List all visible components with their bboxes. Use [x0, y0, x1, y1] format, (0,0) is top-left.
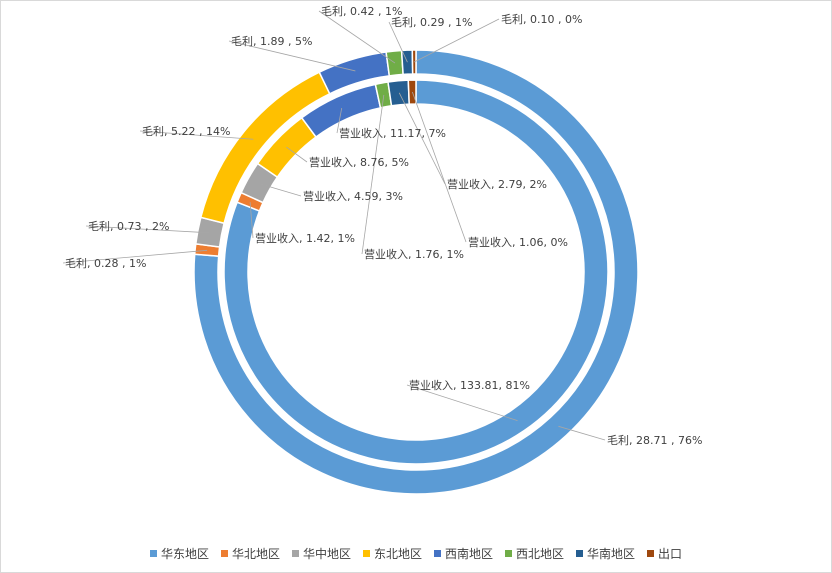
leader-line-outer-6	[388, 21, 408, 63]
data-label-inner-2: 营业收入, 4.59, 3%	[303, 189, 403, 203]
leader-line-outer-1	[62, 249, 208, 264]
leader-line-outer-4	[228, 40, 356, 72]
leader-line-inner-2	[259, 183, 302, 197]
data-labels: 营业收入, 133.81, 81% 营业收入, 1.42, 1% 营业收入, 4.5…	[65, 5, 702, 447]
legend-label: 出口	[658, 547, 683, 561]
leader-line-outer-7	[414, 18, 500, 63]
leader-line-outer-5	[318, 10, 396, 64]
leader-line-inner-1	[249, 202, 254, 239]
legend-label: 西北地区	[516, 547, 565, 561]
legend-item-6: 华南地区	[576, 545, 635, 562]
legend-label: 西南地区	[445, 547, 494, 561]
leader-line-outer-3	[139, 130, 254, 140]
donut-chart: 营业收入, 133.81, 81% 营业收入, 1.42, 1% 营业收入, 4.5…	[62, 5, 702, 495]
data-label-outer-2: 毛利, 0.73 , 2%	[88, 220, 169, 233]
legend-swatch	[647, 550, 655, 557]
slice-outer-0	[193, 49, 639, 495]
legend-item-2: 华中地区	[291, 545, 351, 562]
legend-label: 华中地区	[302, 547, 351, 561]
leader-lines	[62, 10, 606, 441]
legend-swatch	[576, 550, 584, 557]
data-label-outer-5: 毛利, 0.42 , 1%	[321, 5, 402, 18]
data-label-inner-6: 营业收入, 2.79, 2%	[447, 177, 547, 191]
legend-item-5: 西北地区	[505, 545, 564, 562]
leader-line-inner-6	[398, 92, 446, 185]
legend-label: 华南地区	[587, 547, 636, 561]
data-label-outer-6: 毛利, 0.29 , 1%	[391, 16, 472, 29]
slice-inner-6	[387, 79, 411, 107]
data-label-outer-0: 毛利, 28.71 , 76%	[607, 434, 702, 447]
data-label-outer-7: 毛利, 0.10 , 0%	[501, 13, 582, 26]
legend-swatch	[434, 550, 441, 557]
legend-label: 华东地区	[160, 547, 209, 561]
leader-line-inner-4	[336, 107, 343, 134]
leader-line-inner-0	[406, 384, 518, 422]
data-label-inner-1: 营业收入, 1.42, 1%	[255, 231, 355, 245]
legend-item-4: 西南地区	[434, 545, 493, 562]
legend-item-0: 华东地区	[149, 545, 209, 562]
legend-swatch	[149, 550, 157, 557]
legend-swatch	[220, 550, 228, 557]
slice-inner-0	[223, 79, 609, 465]
data-label-outer-4: 毛利, 1.89 , 5%	[231, 35, 312, 48]
legend-item-7: 出口	[647, 545, 682, 562]
leader-line-inner-3	[286, 146, 308, 163]
leader-line-inner-7	[411, 91, 467, 243]
data-label-inner-4: 营业收入, 11.17, 7%	[339, 126, 446, 140]
legend-swatch	[362, 550, 370, 557]
legend: 华东地区 华北地区 华中地区 东北地区 西南地区 西北地区 华南地区 出口	[1, 545, 831, 562]
leader-line-outer-0	[558, 425, 606, 441]
leader-line-outer-2	[85, 225, 210, 234]
legend-swatch	[505, 550, 513, 557]
legend-swatch	[291, 550, 299, 557]
legend-label: 东北地区	[373, 547, 422, 561]
slice-outer-7	[411, 49, 417, 75]
leader-line-inner-5	[361, 94, 385, 255]
legend-item-1: 华北地区	[220, 545, 280, 562]
slices	[193, 49, 639, 495]
data-label-inner-5: 营业收入, 1.76, 1%	[364, 247, 464, 261]
data-label-outer-3: 毛利, 5.22 , 14%	[142, 125, 230, 138]
data-label-inner-0: 营业收入, 133.81, 81%	[409, 378, 530, 392]
data-label-inner-3: 营业收入, 8.76, 5%	[309, 155, 409, 169]
data-label-outer-1: 毛利, 0.28 , 1%	[65, 257, 146, 270]
legend-item-3: 东北地区	[362, 545, 422, 562]
slice-inner-7	[407, 79, 417, 105]
data-label-inner-7: 营业收入, 1.06, 0%	[468, 235, 568, 249]
legend-label: 华北地区	[231, 547, 280, 561]
